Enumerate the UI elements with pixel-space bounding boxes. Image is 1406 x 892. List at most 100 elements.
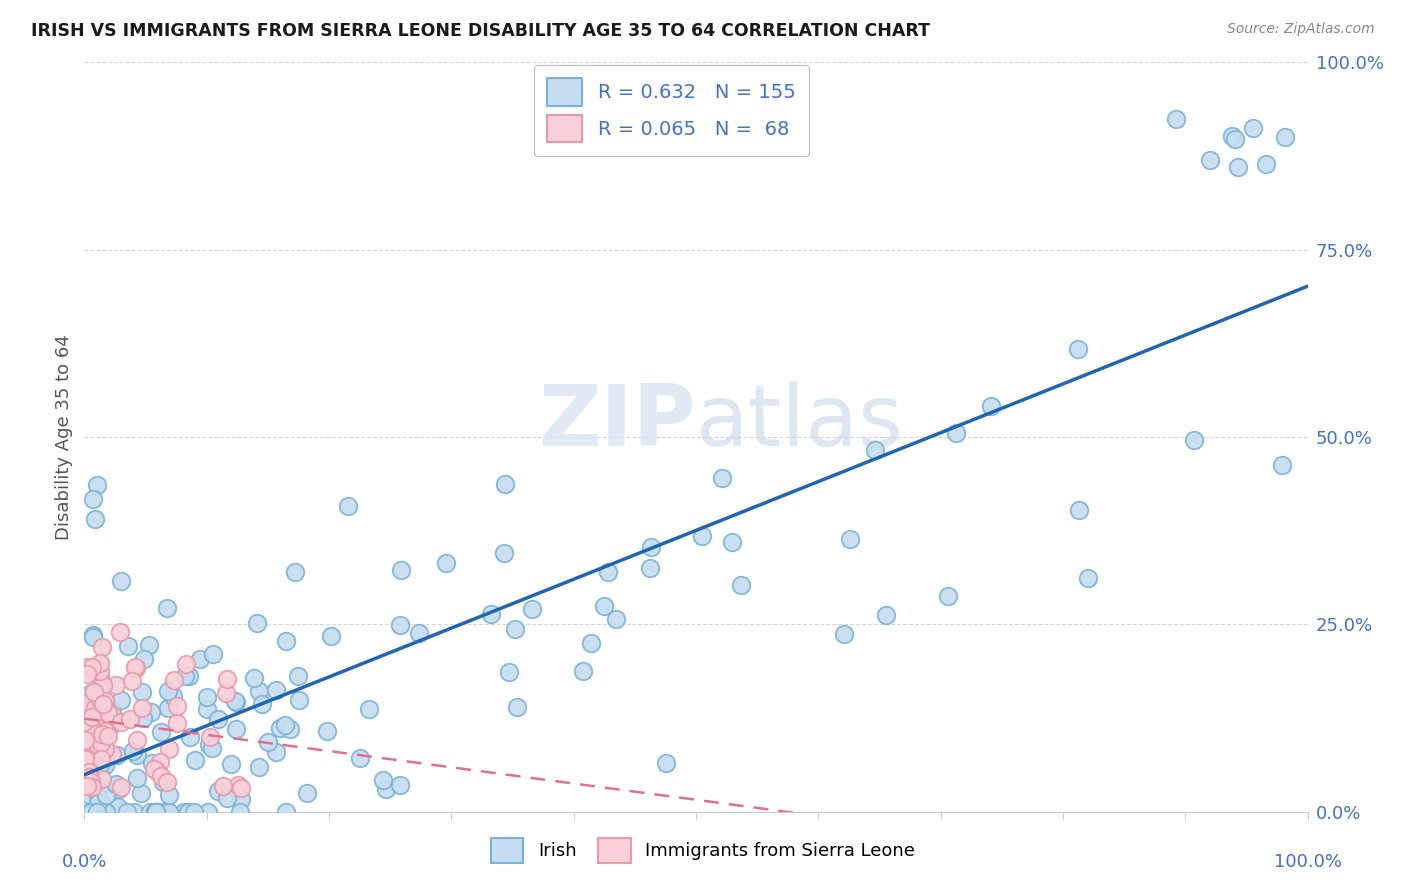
Point: [141, 756, 163, 770]
Point: [596, 566, 619, 580]
Point: [87, 743, 110, 757]
Point: [264, 745, 287, 759]
Point: [217, 672, 239, 686]
Point: [145, 805, 167, 819]
Point: [96, 729, 118, 743]
Point: [87, 796, 110, 810]
Point: [197, 805, 219, 819]
Point: [494, 546, 516, 560]
Point: [97, 706, 120, 720]
Point: [156, 601, 179, 615]
Point: [100, 747, 122, 762]
Point: [197, 702, 219, 716]
Point: [207, 784, 229, 798]
Point: [73, 715, 96, 730]
Point: [229, 805, 252, 819]
Point: [839, 532, 862, 546]
Point: [494, 477, 516, 491]
Point: [121, 744, 143, 758]
Point: [79, 770, 101, 784]
Point: [117, 640, 139, 654]
Point: [274, 805, 297, 819]
Point: [89, 693, 111, 707]
Point: [79, 789, 101, 803]
Point: [94, 694, 117, 708]
Point: [1198, 153, 1220, 167]
Point: [692, 529, 714, 543]
Point: [863, 442, 886, 457]
Point: [157, 805, 180, 819]
Point: [159, 788, 181, 802]
Point: [730, 578, 752, 592]
Point: [219, 756, 242, 771]
Point: [252, 698, 274, 712]
Point: [479, 607, 502, 622]
Point: [110, 574, 132, 588]
Point: [173, 669, 195, 683]
Point: [90, 752, 112, 766]
Point: [75, 752, 97, 766]
Point: [139, 705, 162, 719]
Point: [156, 683, 179, 698]
Point: [1274, 129, 1296, 144]
Point: [284, 565, 307, 579]
Point: [76, 779, 98, 793]
Point: [105, 678, 128, 692]
Point: [150, 769, 173, 783]
Point: [359, 702, 381, 716]
Point: [506, 700, 529, 714]
Point: [93, 739, 115, 754]
Point: [139, 805, 162, 819]
Point: [152, 775, 174, 789]
Point: [177, 668, 200, 682]
Point: [108, 782, 131, 797]
Point: [162, 690, 184, 704]
Point: [162, 673, 184, 688]
Point: [104, 777, 127, 791]
Point: [214, 685, 236, 699]
Point: [124, 660, 146, 674]
Point: [124, 661, 146, 675]
Point: [131, 711, 153, 725]
Point: [77, 706, 100, 720]
Point: [80, 710, 103, 724]
Point: [89, 758, 111, 772]
Legend: R = 0.632   N = 155, R = 0.065   N =  68: R = 0.632 N = 155, R = 0.065 N = 68: [534, 64, 810, 156]
Point: [131, 701, 153, 715]
Point: [80, 780, 103, 794]
Point: [86, 478, 108, 492]
Point: [90, 736, 112, 750]
Point: [89, 657, 111, 671]
Point: [498, 665, 520, 679]
Point: [1164, 112, 1187, 127]
Point: [166, 715, 188, 730]
Point: [197, 739, 219, 753]
Point: [82, 630, 104, 644]
Point: [593, 599, 616, 613]
Legend: Irish, Immigrants from Sierra Leone: Irish, Immigrants from Sierra Leone: [482, 829, 924, 872]
Point: [572, 664, 595, 678]
Point: [79, 764, 101, 778]
Point: [91, 727, 114, 741]
Point: [80, 686, 103, 700]
Point: [522, 601, 544, 615]
Point: [76, 719, 98, 733]
Point: [287, 669, 309, 683]
Point: [349, 750, 371, 764]
Point: [131, 685, 153, 699]
Point: [80, 711, 103, 725]
Point: [249, 760, 271, 774]
Point: [1220, 129, 1243, 144]
Point: [115, 805, 138, 819]
Point: [132, 652, 155, 666]
Point: [80, 775, 103, 789]
Point: [75, 733, 97, 747]
Point: [89, 664, 111, 678]
Text: 100.0%: 100.0%: [1274, 853, 1341, 871]
Point: [77, 722, 100, 736]
Text: IRISH VS IMMIGRANTS FROM SIERRA LEONE DISABILITY AGE 35 TO 64 CORRELATION CHART: IRISH VS IMMIGRANTS FROM SIERRA LEONE DI…: [31, 22, 929, 40]
Point: [75, 737, 97, 751]
Point: [110, 692, 132, 706]
Point: [76, 666, 98, 681]
Point: [225, 695, 247, 709]
